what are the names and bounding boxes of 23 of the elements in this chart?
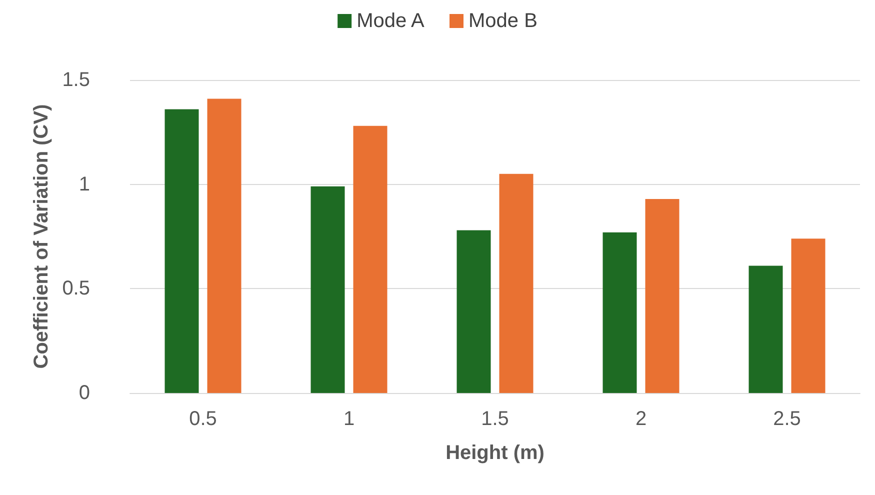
x-axis-title: Height (m) <box>446 442 544 464</box>
bar <box>353 126 388 393</box>
bar <box>499 174 534 393</box>
x-tick-label: 2.5 <box>773 408 801 430</box>
legend-label: Mode B <box>468 10 538 32</box>
bar <box>164 109 199 393</box>
bar <box>310 186 345 393</box>
y-tick-label: 0.5 <box>62 278 90 300</box>
y-tick-label: 0 <box>78 382 90 404</box>
bar <box>791 238 826 393</box>
bar <box>602 232 637 393</box>
bar <box>456 230 491 393</box>
x-tick-label: 0.5 <box>189 408 217 430</box>
legend-label: Mode A <box>356 10 426 32</box>
x-tick-label: 1.5 <box>481 408 509 430</box>
y-axis-title: Coefficient of Variation (CV) <box>30 104 52 369</box>
x-tick-label: 1 <box>343 408 355 430</box>
bar <box>207 98 242 393</box>
bar <box>748 266 783 393</box>
y-tick-label: 1.5 <box>62 69 90 91</box>
y-tick-label: 1 <box>78 173 90 196</box>
x-tick-label: 2 <box>635 408 647 430</box>
bar <box>645 198 680 393</box>
